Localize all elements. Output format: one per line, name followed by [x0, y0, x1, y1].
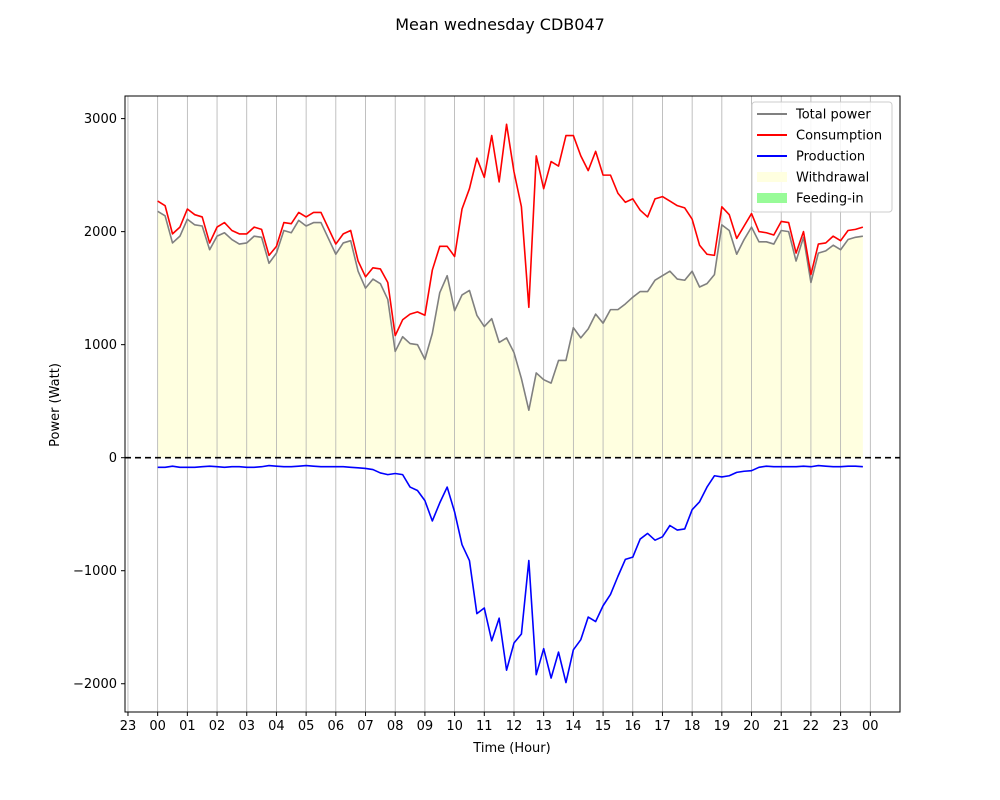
total-power-line: [157, 210, 864, 412]
x-tick-label: 23: [120, 719, 137, 734]
x-tick-label: 20: [743, 719, 760, 734]
x-tick-label: 17: [654, 719, 671, 734]
x-tick-label: 07: [357, 719, 374, 734]
legend-label-production: Production: [796, 150, 865, 165]
x-tick-label: 14: [565, 719, 582, 734]
legend-swatch-feeding-in: [757, 193, 787, 203]
legend-label-consumption: Consumption: [796, 129, 882, 144]
x-tick-label: 18: [684, 719, 701, 734]
y-tick-label: 1000: [84, 338, 117, 353]
x-tick-label: 15: [595, 719, 612, 734]
x-tick-label: 04: [268, 719, 285, 734]
x-tick-label: 13: [535, 719, 552, 734]
x-tick-label: 16: [624, 719, 641, 734]
plot-area: [124, 95, 901, 713]
y-tick-label: 0: [109, 451, 117, 466]
y-tick-label: 2000: [84, 225, 117, 240]
x-tick-label: 23: [832, 719, 849, 734]
x-tick-label: 11: [476, 719, 493, 734]
x-tick-label: 19: [714, 719, 731, 734]
x-tick-label: 00: [149, 719, 166, 734]
consumption-line: [157, 123, 864, 337]
legend-label-feeding-in: Feeding-in: [796, 192, 864, 207]
y-axis-label: Power (Watt): [48, 363, 63, 447]
x-tick-label: 22: [803, 719, 820, 734]
x-tick-label: 03: [238, 719, 255, 734]
x-tick-label: 12: [506, 719, 523, 734]
withdrawal-area: [157, 211, 863, 458]
legend-swatch-withdrawal: [757, 172, 787, 182]
series-lines: [157, 123, 864, 684]
x-tick-label: 10: [446, 719, 463, 734]
x-tick-label: 02: [209, 719, 226, 734]
y-tick-label: −1000: [73, 564, 117, 579]
vertical-grid: [127, 96, 871, 712]
x-tick-label: 09: [417, 719, 434, 734]
y-tick-label: 3000: [84, 112, 117, 127]
chart-title: Mean wednesday CDB047: [395, 15, 605, 34]
axes-frame: [124, 95, 901, 713]
x-tick-label: 21: [773, 719, 790, 734]
x-tick-label: 06: [328, 719, 345, 734]
x-tick-label: 08: [387, 719, 404, 734]
y-axis: −2000 −1000 0 1000 2000 3000: [73, 112, 125, 692]
x-axis-label: Time (Hour): [472, 741, 550, 756]
legend: Total power Consumption Production Withdraw…: [751, 101, 893, 213]
legend-label-total-power: Total power: [795, 108, 871, 123]
legend-label-withdrawal: Withdrawal: [796, 171, 869, 186]
production-line: [157, 464, 863, 684]
y-tick-label: −2000: [73, 677, 117, 692]
legend-box: [751, 101, 893, 213]
x-tick-label: 05: [298, 719, 315, 734]
x-axis: 23 00 01 02 03 04 05 06 07 08 09 10 11 12 13 14 15 16 17 18…: [120, 712, 879, 734]
x-tick-label: 01: [179, 719, 196, 734]
x-tick-label: 00: [862, 719, 879, 734]
withdrawal-fill: [157, 211, 863, 458]
legend-items: Total power Consumption Production Withdraw…: [757, 108, 882, 207]
